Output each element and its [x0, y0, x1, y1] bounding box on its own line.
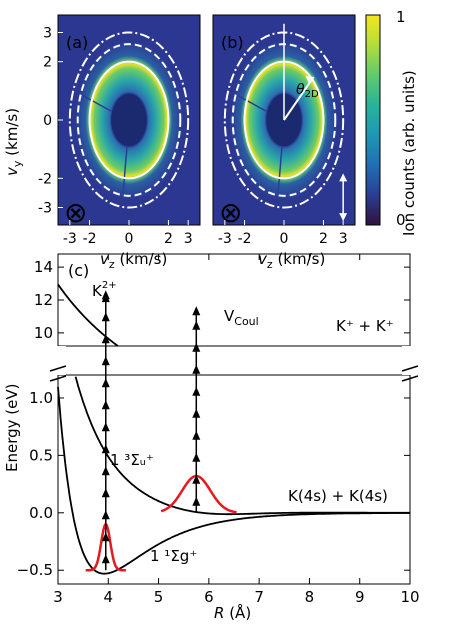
panel-a-xtick-label: -3: [63, 231, 77, 247]
transition-arrowhead: [101, 466, 110, 476]
panel-c-xtick-label: 8: [305, 588, 315, 606]
panel-a-xtick-label: 0: [125, 231, 134, 247]
panel-a-x-axis-label: vz (km/s): [100, 250, 167, 271]
panel-b-polarization-arrowhead-down: [339, 213, 348, 222]
colorbar-min-label: 0: [396, 211, 406, 229]
panel-c-xtick-label: 5: [154, 588, 164, 606]
singlet-curve-label: 1 ¹Σg⁺: [150, 547, 197, 565]
transition-arrowhead: [192, 364, 201, 374]
panel-c-xtick-label: 10: [400, 588, 419, 606]
ion-pair-label: K⁺ + K⁺: [336, 317, 394, 335]
panel-b-velocity-map: (b) ⊗ θ2D -3 -2 0 2 3 vz (km/s) 1 0 Ion coun…: [212, 8, 418, 271]
panel-a-ytick-label: 0: [43, 113, 52, 129]
transition-arrowhead: [192, 320, 201, 330]
panel-c-ytick-label: 0.5: [29, 446, 53, 464]
panel-c-ytick-label: −0.5: [17, 561, 53, 579]
panel-b-angle-arrow: [283, 76, 315, 121]
panel-b-xtick-label: 2: [319, 231, 328, 247]
panel-a-dashed-circle: [76, 43, 182, 197]
panel-c-ytick-label: 0.0: [29, 504, 53, 522]
panel-c-ytick-label-upper: 12: [34, 291, 53, 309]
transition-arrowhead: [101, 444, 110, 454]
panel-a-solid-circle: [88, 60, 170, 180]
transition-arrowhead: [101, 422, 110, 432]
panel-a-ytick-label: -3: [38, 201, 52, 217]
panel-c-frame-lower: [57, 374, 411, 585]
panel-a-xtick-label: 2: [164, 231, 173, 247]
transition-arrowhead: [101, 293, 110, 303]
panel-b-xtick-label: -2: [238, 231, 252, 247]
panel-c-xtick-label: 7: [254, 588, 264, 606]
transition-arrowhead: [101, 554, 110, 564]
panel-c-label: (c): [68, 261, 89, 280]
panel-b-polarization-arrowhead-up: [339, 173, 348, 182]
transition-arrowhead: [192, 474, 201, 484]
transition-arrowhead: [101, 510, 110, 520]
transition-arrowhead: [192, 342, 201, 352]
panel-a-dashdot-circle: [68, 31, 190, 209]
transition-arrowhead: [101, 532, 110, 542]
panel-c-potential-curves: 3 4 5 6 7 8 9 10 −0.5 0.0 0.5 1.0 10 12 14 (c) K2+ 2 V…: [3, 253, 420, 622]
panel-a-central-hole: [111, 93, 147, 147]
panel-b-x-axis-label: vz (km/s): [258, 250, 325, 271]
panel-b-xtick-label: 0: [280, 231, 289, 247]
transition-arrowhead: [101, 400, 110, 410]
asymptote-label: K(4s) + K(4s): [288, 487, 388, 505]
transition-arrowhead: [192, 386, 201, 396]
triplet-curve-label: 1 ³Σᵤ⁺: [110, 451, 154, 469]
panel-a-streak-left: [79, 93, 112, 112]
colorbar-max-label: 1: [396, 8, 406, 26]
coulomb-curve: [57, 283, 119, 347]
panel-a-ytick-label: 3: [43, 26, 52, 42]
transition-arrowhead: [192, 496, 201, 506]
panel-c-y-axis-label: Energy (eV): [3, 384, 21, 472]
panel-b-xtick-label: 3: [339, 231, 348, 247]
axis-break-marks: [49, 365, 419, 382]
transition-arrowhead: [101, 334, 110, 344]
panel-c-ytick-label-upper: 14: [34, 258, 53, 276]
panel-a-streak-bottom: [122, 146, 128, 193]
panel-a-xtick-label: 3: [184, 231, 193, 247]
transition-arrowhead: [101, 488, 110, 498]
panel-b-streak-bottom: [277, 146, 283, 193]
panel-a-xtick-label: -2: [83, 231, 97, 247]
colorbar-label: Ion counts (arb. units): [400, 70, 418, 236]
transition-arrowhead: [101, 378, 110, 388]
panel-c-xtick-label: 6: [204, 588, 214, 606]
transition-arrowhead: [192, 306, 201, 316]
wavepacket-2: [160, 474, 237, 514]
transition-arrowhead: [192, 408, 201, 418]
transition-arrowhead: [101, 356, 110, 366]
panel-c-x-axis-label: R (Å): [214, 603, 251, 622]
panel-a-ytick-label: -2: [38, 171, 52, 187]
panel-a-ytick-label: 2: [43, 55, 52, 71]
panel-b-streak-left: [234, 93, 267, 112]
panel-c-ytick-label: 1.0: [29, 389, 53, 407]
panel-a-y-axis-label: vy (km/s): [3, 108, 24, 176]
panel-b-cross-symbol: ⊗: [219, 196, 242, 229]
panel-c-xtick-label: 3: [53, 588, 63, 606]
panel-b-xtick-label: -3: [218, 231, 232, 247]
colorbar: [365, 14, 381, 226]
panel-c-ytick-label-upper: 10: [34, 324, 53, 342]
singlet-curve: [57, 386, 410, 575]
panel-a-velocity-map: (a) ⊗ -3 -2 0 2 3 320-2-3 vz (km/s) vy (km/s…: [3, 14, 201, 271]
panel-c-xtick-label: 4: [104, 588, 114, 606]
transition-arrowhead: [101, 312, 110, 322]
x2-dimer-label: K2+ 2: [92, 280, 117, 305]
panel-b-label: (b): [221, 33, 244, 52]
coulomb-curve-label: VCoul: [224, 307, 259, 328]
transition-arrowhead: [192, 430, 201, 440]
panel-a-label: (a): [66, 33, 88, 52]
panel-b-angle-arrowhead: [305, 76, 314, 84]
transition-arrowhead: [192, 452, 201, 462]
panel-b-angle-label: θ2D: [296, 82, 319, 100]
panel-a-cross-symbol: ⊗: [64, 196, 87, 229]
panel-c-xtick-label: 9: [355, 588, 365, 606]
